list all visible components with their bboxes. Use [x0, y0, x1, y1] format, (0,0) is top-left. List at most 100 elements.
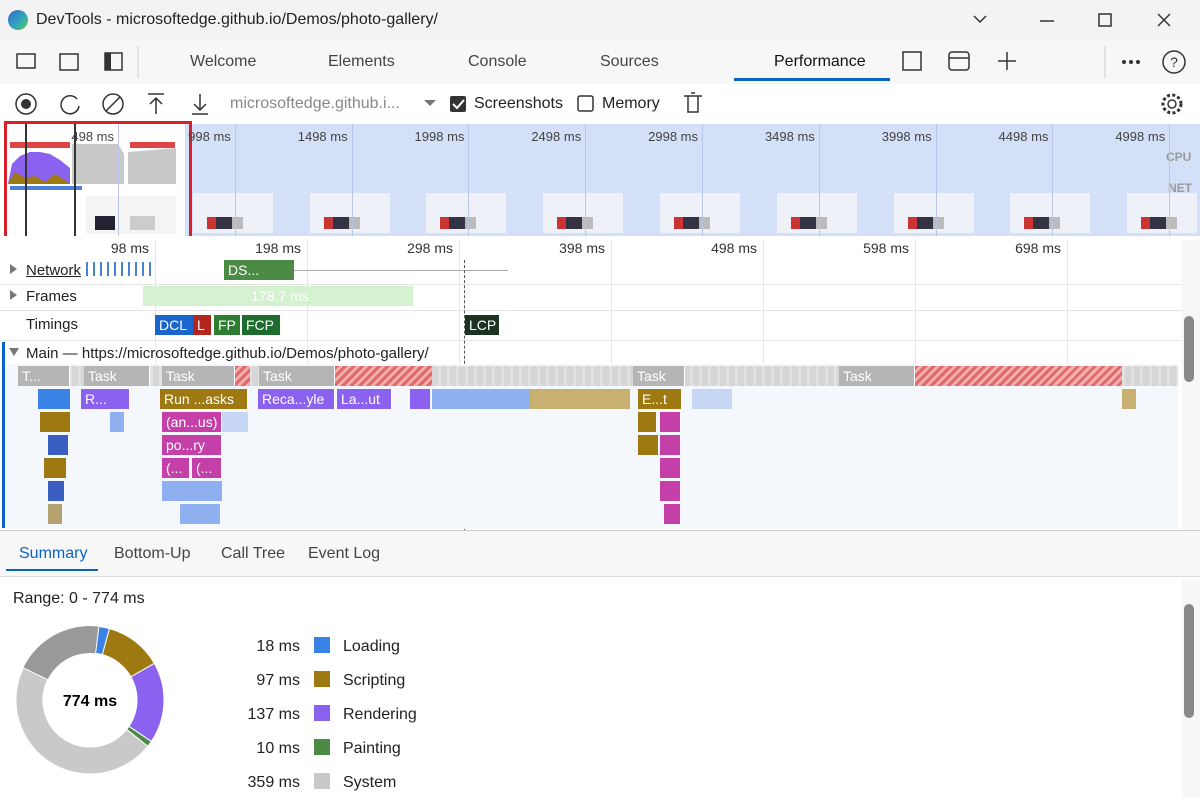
flame-block[interactable]: po...ry [162, 435, 222, 455]
timing-marker: FCP [242, 315, 280, 335]
overview-gridline [1052, 124, 1054, 236]
tab-bar [0, 40, 1200, 85]
call-bar [660, 481, 680, 501]
flame-block[interactable]: Task [633, 366, 685, 386]
active-tab-indicator [734, 78, 890, 81]
tab[interactable]: Performance [774, 53, 866, 70]
overview-tick-label: 3498 ms [764, 129, 815, 144]
thumb-image [1141, 217, 1178, 229]
request-whisker [294, 270, 508, 271]
flame-block[interactable]: Task [839, 366, 915, 386]
frames-track-label[interactable]: Frames [26, 288, 77, 305]
memory-label[interactable]: Memory [602, 95, 660, 112]
overview-gridline [1169, 124, 1171, 236]
flame-block[interactable]: Reca...yle [258, 389, 335, 409]
tab[interactable]: Sources [600, 53, 659, 70]
screenshot-thumb [543, 193, 624, 233]
flame-block[interactable]: E...t [638, 389, 682, 409]
legend-value: 359 ms [247, 774, 300, 791]
call-bar [660, 412, 680, 432]
call-bar [692, 389, 732, 409]
main-track-label[interactable]: Main — https://microsoftedge.github.io/D… [26, 345, 429, 362]
overview-gridline [468, 124, 470, 236]
call-bar [410, 389, 430, 409]
thumb-image [440, 217, 477, 229]
flame-block[interactable]: (... [162, 458, 190, 478]
window-title: DevTools - microsoftedge.github.io/Demos… [36, 11, 438, 28]
screenshots-label[interactable]: Screenshots [474, 95, 563, 112]
call-bar [48, 435, 68, 455]
overview-tick-label: 4498 ms [998, 129, 1049, 144]
network-requests [86, 262, 156, 276]
overview-tick-label: 998 ms [188, 129, 231, 144]
call-bar [660, 458, 680, 478]
screenshot-thumb [1127, 193, 1198, 233]
net-label: NET [1168, 181, 1192, 195]
overview-gridline [351, 124, 353, 236]
flame-block[interactable]: Task [162, 366, 235, 386]
url-select[interactable]: microsoftedge.github.i... [230, 95, 400, 112]
bottom-tab-bar [0, 530, 1200, 577]
call-bar [638, 435, 658, 455]
tab[interactable]: Console [468, 53, 527, 70]
legend-swatch [314, 773, 330, 789]
settings-icon[interactable] [1158, 89, 1188, 119]
flame-block[interactable]: T... [18, 366, 70, 386]
cpu-label: CPU [1166, 150, 1192, 164]
window-controls[interactable] [960, 0, 1180, 40]
toolbar-controls[interactable] [420, 84, 720, 124]
thumb-image [557, 217, 594, 229]
thumb-image [1024, 217, 1061, 229]
call-bar [162, 481, 222, 501]
scrollbar[interactable] [1182, 240, 1200, 530]
network-request: DS... [224, 260, 294, 280]
flame-block[interactable]: (... [192, 458, 222, 478]
overview-tick-label: 2998 ms [648, 129, 698, 144]
network-track-label[interactable]: Network [26, 262, 82, 279]
bottom-tab[interactable]: Call Tree [221, 545, 286, 562]
screenshot-thumb [776, 193, 857, 233]
flame-block[interactable]: Run ...asks [160, 389, 248, 409]
track-focus [2, 342, 5, 528]
bottom-tab[interactable]: Event Log [308, 545, 381, 562]
toolbar-icons[interactable] [0, 84, 220, 124]
legend-name: Rendering [343, 706, 417, 723]
long-task [235, 366, 250, 386]
active-bottom-tab [6, 569, 98, 571]
legend-swatch [314, 739, 330, 755]
screenshot-thumb [1010, 193, 1091, 233]
timings-track-label: Timings [26, 316, 78, 333]
flame-block[interactable]: Task [259, 366, 335, 386]
device-icons[interactable] [0, 40, 140, 84]
flame-block[interactable]: La...ut [337, 389, 392, 409]
scroll-thumb[interactable] [1184, 604, 1194, 718]
legend-value: 97 ms [256, 672, 300, 689]
tab[interactable]: Welcome [190, 53, 257, 70]
scroll-thumb[interactable] [1184, 316, 1194, 382]
bottom-tab[interactable]: Bottom-Up [114, 545, 191, 562]
frame: 178.7 ms [143, 286, 413, 306]
ruler-tick-label: 198 ms [255, 240, 301, 256]
legend-value: 10 ms [256, 740, 300, 757]
summary-scrollbar[interactable] [1182, 580, 1200, 798]
overview-gridline [234, 124, 236, 236]
tab[interactable]: Elements [328, 53, 395, 70]
ruler-tick-label: 298 ms [407, 240, 453, 256]
tab-bar-icons[interactable]: ? [895, 40, 1195, 84]
legend-name: Loading [343, 638, 400, 655]
track-expanders[interactable] [6, 260, 26, 380]
call-bar [40, 412, 70, 432]
app-icon [8, 10, 28, 30]
overview-tick-label: 1998 ms [414, 129, 465, 144]
overview-gridline [935, 124, 937, 236]
flame-block[interactable]: Task [84, 366, 150, 386]
flame-block[interactable]: (an...us) [162, 412, 222, 432]
flame-block[interactable]: R... [81, 389, 130, 409]
bottom-tab[interactable]: Summary [19, 545, 88, 562]
legend-swatch [314, 671, 330, 687]
overview-selection-graph [8, 124, 176, 236]
call-bar [44, 458, 66, 478]
screenshot-thumb [426, 193, 507, 233]
screenshot-thumb [893, 193, 974, 233]
call-bar [660, 435, 680, 455]
